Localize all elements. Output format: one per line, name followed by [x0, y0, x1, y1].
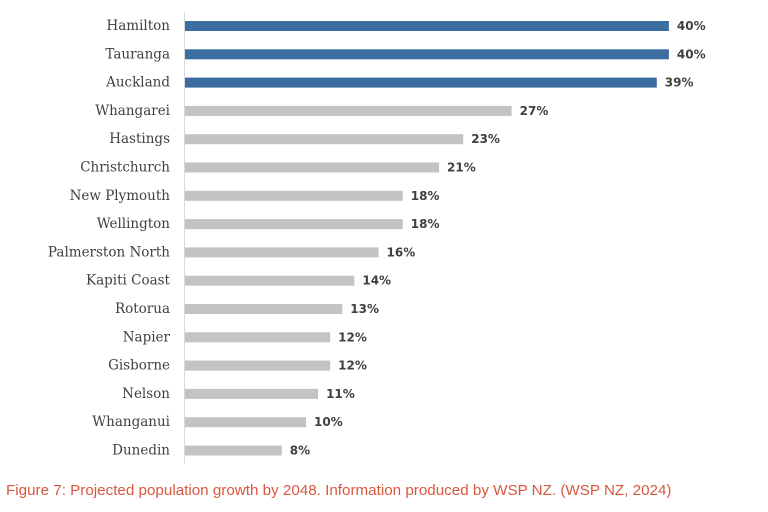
category-label: Tauranga [105, 46, 170, 62]
bar [185, 190, 403, 201]
bar-chart-svg: Hamilton 40% Tauranga 40% Auckland 39% Whangar… [48, 12, 706, 464]
category-label: Whangarei [95, 103, 170, 119]
category-label: Dunedin [112, 443, 170, 459]
value-label: 8% [290, 444, 310, 458]
bar [185, 162, 440, 173]
category-label: Napier [123, 329, 171, 345]
category-label: Whanganui [92, 414, 170, 430]
category-label: New Plymouth [70, 188, 171, 204]
value-label: 40% [677, 47, 706, 61]
category-label: Gisborne [108, 358, 170, 374]
category-label: Nelson [122, 386, 170, 402]
bar [185, 247, 379, 258]
value-label: 18% [411, 217, 440, 231]
category-label: Hamilton [106, 18, 170, 34]
value-label: 27% [520, 104, 549, 118]
category-label: Hastings [109, 131, 170, 147]
value-label: 12% [338, 359, 367, 373]
bar [185, 49, 669, 60]
value-label: 16% [387, 245, 416, 259]
bars-layer: Hamilton 40% Tauranga 40% Auckland 39% Whangar… [48, 18, 706, 459]
category-label: Auckland [105, 75, 170, 91]
category-label: Palmerston North [48, 244, 170, 260]
bar [185, 134, 464, 145]
value-label: 23% [471, 132, 500, 146]
value-label: 10% [314, 415, 343, 429]
bar [185, 219, 403, 230]
category-label: Rotorua [115, 301, 170, 317]
bar [185, 360, 331, 371]
bar [185, 445, 282, 456]
bar [185, 275, 355, 286]
bar [185, 417, 306, 428]
value-label: 14% [362, 274, 391, 288]
bar [185, 105, 512, 116]
bar [185, 304, 343, 314]
value-label: 21% [447, 161, 476, 175]
bar-chart: Hamilton 40% Tauranga 40% Auckland 39% Whangar… [48, 12, 706, 464]
value-label: 18% [411, 189, 440, 203]
category-label: Wellington [97, 216, 171, 232]
category-label: Christchurch [80, 160, 170, 176]
value-label: 40% [677, 19, 706, 33]
bar [185, 388, 319, 399]
value-label: 39% [665, 76, 694, 90]
bar [185, 21, 669, 31]
bar [185, 77, 657, 88]
value-label: 13% [350, 302, 379, 316]
figure-caption: Figure 7: Projected population growth by… [6, 482, 672, 499]
category-label: Kapiti Coast [86, 273, 171, 289]
bar [185, 332, 331, 343]
value-label: 11% [326, 387, 355, 401]
value-label: 12% [338, 330, 367, 344]
